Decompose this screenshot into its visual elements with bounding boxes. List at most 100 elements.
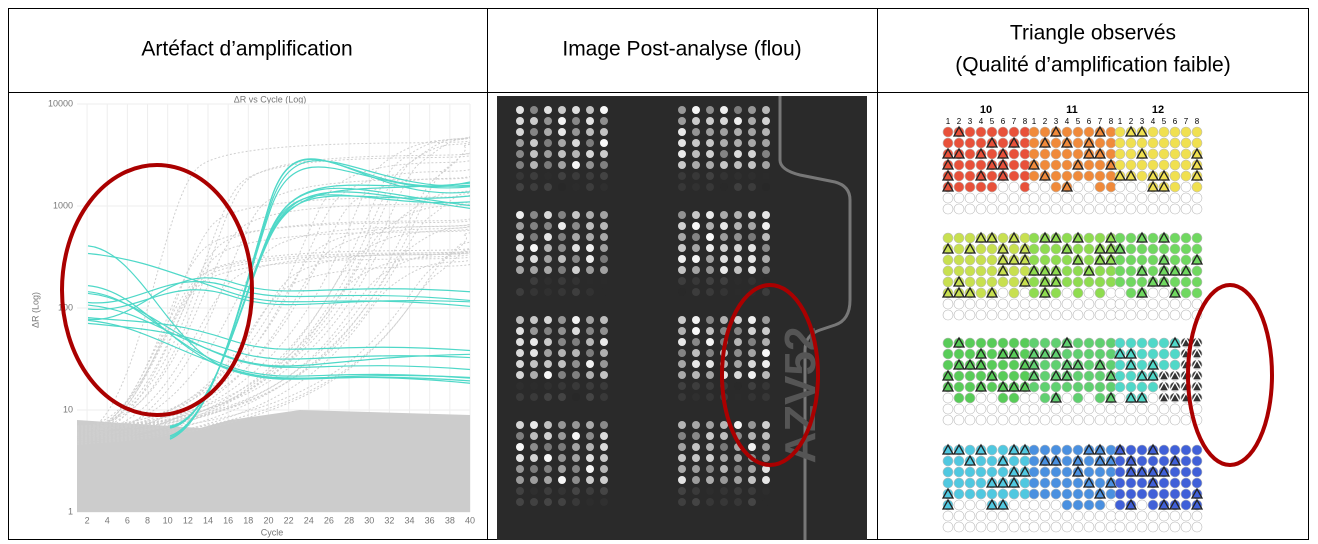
triangle <box>1190 498 1204 510</box>
well <box>1114 298 1126 310</box>
well <box>1180 444 1192 456</box>
well <box>975 392 987 404</box>
well <box>1039 444 1051 456</box>
well <box>1061 203 1073 215</box>
well <box>572 382 580 390</box>
well <box>1105 381 1117 393</box>
well <box>692 476 700 484</box>
triangle <box>1104 253 1118 265</box>
well <box>678 421 686 429</box>
well <box>516 498 524 506</box>
well <box>1050 192 1062 204</box>
well <box>1083 309 1095 321</box>
well <box>1008 265 1020 277</box>
trace <box>169 166 471 437</box>
well <box>692 277 700 285</box>
well <box>1180 126 1192 138</box>
well <box>964 203 976 215</box>
triangle <box>1071 158 1085 170</box>
well <box>1050 403 1062 415</box>
well <box>692 288 700 296</box>
triangle <box>1146 476 1160 488</box>
trace <box>76 264 471 432</box>
well <box>1072 309 1084 321</box>
triangle <box>1124 125 1138 137</box>
well <box>572 211 580 219</box>
well <box>762 454 770 462</box>
trace <box>76 189 471 427</box>
well <box>997 232 1009 244</box>
well <box>600 454 608 462</box>
triangle <box>974 169 988 181</box>
well <box>953 265 965 277</box>
well <box>516 487 524 495</box>
well <box>1191 192 1203 204</box>
well <box>706 117 714 125</box>
well <box>734 338 742 346</box>
well <box>953 521 965 533</box>
well <box>544 277 552 285</box>
well <box>1136 181 1148 193</box>
trace <box>76 228 471 441</box>
well <box>572 266 580 274</box>
well-number: 2 <box>1129 117 1134 126</box>
plate-image: AZV52 <box>497 96 867 540</box>
well <box>586 183 594 191</box>
well <box>734 161 742 169</box>
x-tick-label: 6 <box>125 515 130 525</box>
well <box>953 381 965 393</box>
well <box>997 287 1009 299</box>
well-number: 8 <box>1023 117 1028 126</box>
well <box>1147 499 1159 511</box>
well <box>997 414 1009 426</box>
well <box>1158 348 1170 360</box>
well <box>1158 359 1170 371</box>
well <box>975 276 987 288</box>
well <box>720 106 728 114</box>
well <box>516 338 524 346</box>
well <box>572 277 580 285</box>
well <box>942 265 954 277</box>
well <box>1105 192 1117 204</box>
well <box>1158 309 1170 321</box>
well <box>1191 455 1203 467</box>
well <box>734 498 742 506</box>
well <box>1125 403 1137 415</box>
well <box>1008 203 1020 215</box>
well <box>692 117 700 125</box>
well <box>762 255 770 263</box>
well <box>964 192 976 204</box>
well <box>1105 348 1117 360</box>
well <box>1125 203 1137 215</box>
well <box>762 338 770 346</box>
well <box>953 414 965 426</box>
well <box>748 211 756 219</box>
well <box>1039 521 1051 533</box>
triangle <box>1007 476 1021 488</box>
well <box>975 455 987 467</box>
well <box>1125 287 1137 299</box>
well <box>1039 203 1051 215</box>
well <box>1094 521 1106 533</box>
well <box>1094 392 1106 404</box>
well <box>1061 510 1073 522</box>
well <box>600 106 608 114</box>
well <box>1028 203 1040 215</box>
x-tick-label: 12 <box>183 515 193 525</box>
well <box>1169 477 1181 489</box>
well <box>964 148 976 160</box>
well <box>1083 488 1095 500</box>
well <box>748 255 756 263</box>
well-number: 4 <box>1065 117 1070 126</box>
well <box>1061 381 1073 393</box>
well <box>1008 170 1020 182</box>
trace <box>76 137 471 437</box>
well <box>516 117 524 125</box>
well <box>678 172 686 180</box>
well <box>678 360 686 368</box>
well <box>953 170 965 182</box>
well <box>1008 159 1020 171</box>
well-number: 1 <box>1118 117 1123 126</box>
well <box>1028 192 1040 204</box>
well <box>1169 276 1181 288</box>
